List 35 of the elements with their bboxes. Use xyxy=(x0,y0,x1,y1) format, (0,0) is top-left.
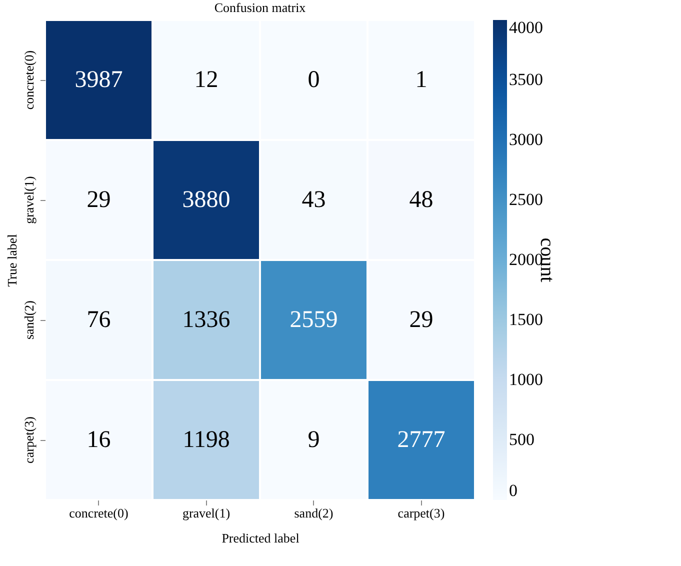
data-label: 1336 xyxy=(182,307,230,333)
data-label: 43 xyxy=(302,187,326,213)
x-tick-label: carpet(3) xyxy=(398,506,445,520)
data-label: 29 xyxy=(409,307,434,333)
data-label: 9 xyxy=(308,427,320,453)
data-label: 3987 xyxy=(74,67,123,93)
data-label: 12 xyxy=(194,67,218,93)
data-label: 48 xyxy=(409,187,434,213)
x-tick-label: concrete(0) xyxy=(69,506,128,520)
y-tick-label: gravel(1) xyxy=(22,176,36,224)
data-label: 2559 xyxy=(290,307,338,333)
data-label: 16 xyxy=(86,427,111,453)
color-bar-label: 3500 xyxy=(509,70,543,89)
data-label: 3880 xyxy=(182,187,230,213)
color-bar-label: 4000 xyxy=(509,18,543,37)
x-tick-label: gravel(1) xyxy=(182,506,230,520)
color-bar-label: 1500 xyxy=(509,310,543,329)
y-tick-label: sand(2) xyxy=(22,300,36,340)
x-tick-label: sand(2) xyxy=(294,506,334,520)
color-bar-label: 500 xyxy=(509,430,534,449)
color-bar-label: 2500 xyxy=(509,190,543,209)
color-bar-label: 1000 xyxy=(509,370,543,389)
y-tick-label: concrete(0) xyxy=(22,50,36,110)
data-label: 0 xyxy=(308,67,320,93)
y-tick-label: carpet(3) xyxy=(22,416,36,464)
x-axis-title: Predicted label xyxy=(222,530,300,546)
data-label: 1 xyxy=(415,67,428,93)
data-label: 1198 xyxy=(182,427,230,453)
color-bar-label: 3000 xyxy=(509,130,543,149)
color-bar-label: 0 xyxy=(509,481,518,500)
data-label: 29 xyxy=(86,187,111,213)
y-axis-title: True label xyxy=(4,234,20,287)
data-label: 2777 xyxy=(397,427,446,453)
data-label: 76 xyxy=(86,307,111,333)
chart-title: Confusion matrix xyxy=(214,0,306,15)
